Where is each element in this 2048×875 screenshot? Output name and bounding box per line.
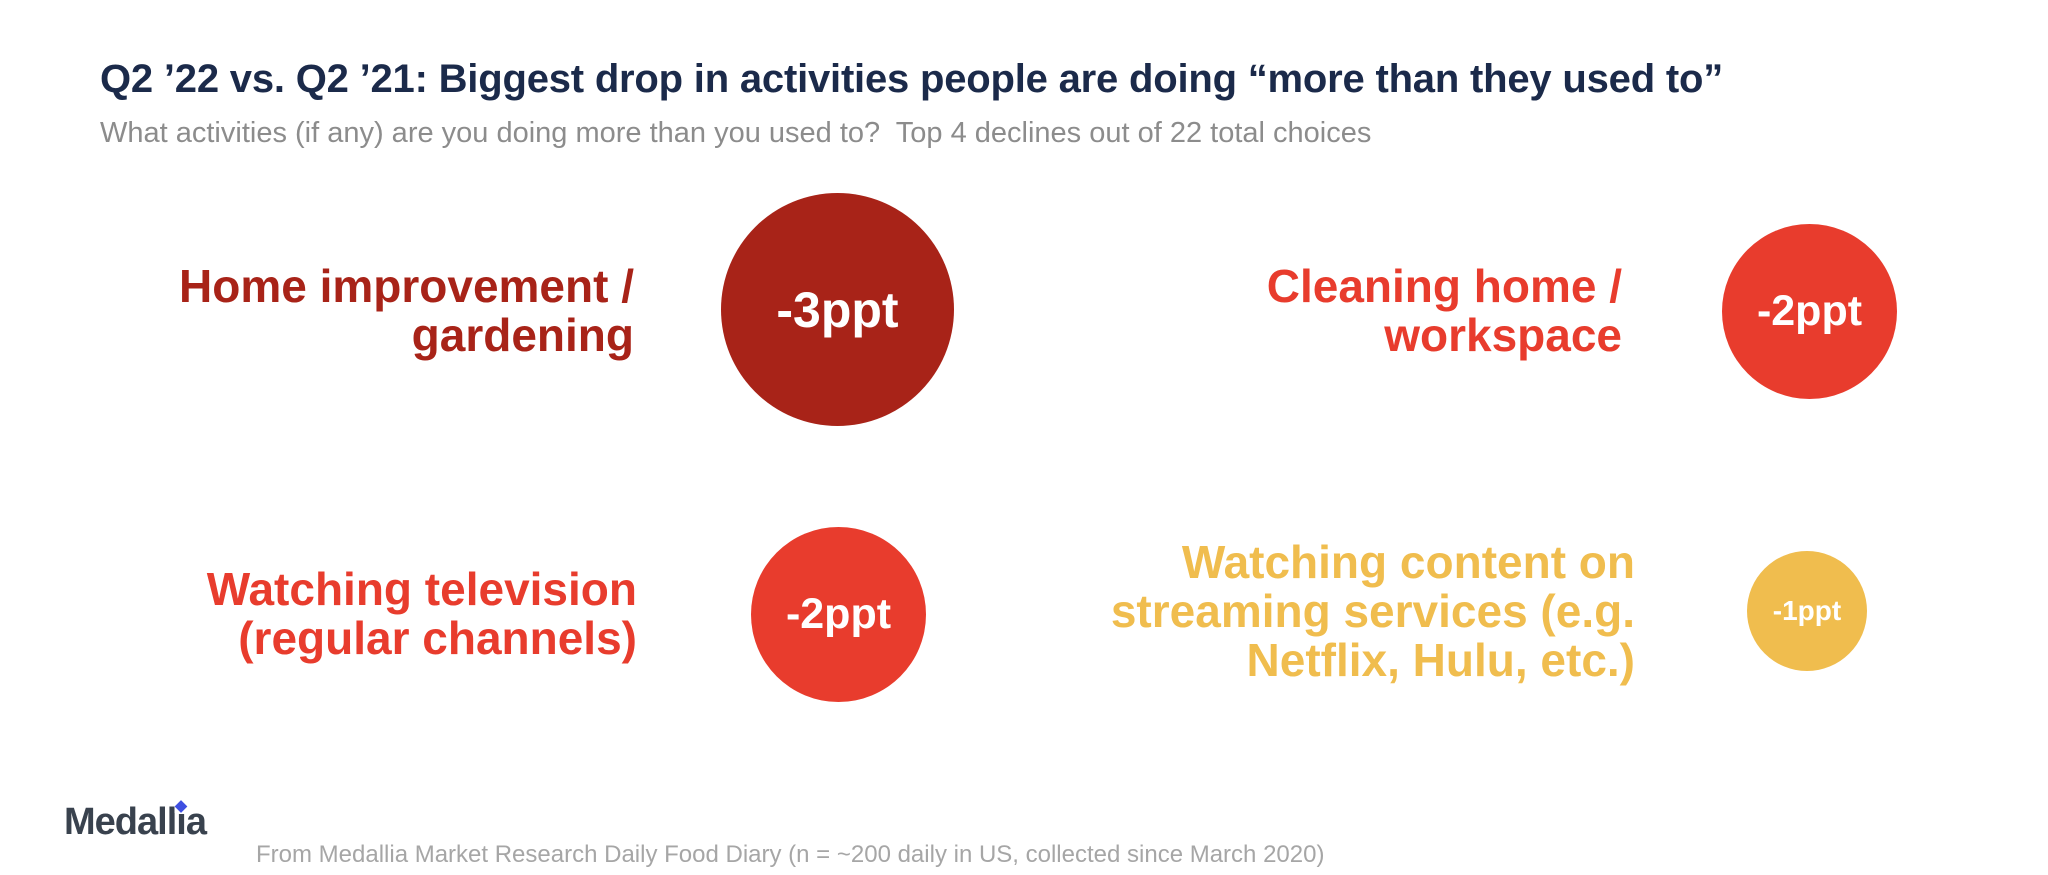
activity-label: Cleaning home / workspace <box>1082 262 1622 360</box>
value-label: -2ppt <box>785 590 892 638</box>
source-note: From Medallia Market Research Daily Food… <box>256 841 1325 868</box>
activity-label-line: (regular channels) <box>238 612 637 664</box>
activity-label-line: Cleaning home / <box>1266 260 1622 312</box>
value-bubble: -2ppt <box>1722 224 1897 399</box>
page-subtitle: What activities (if any) are you doing m… <box>100 117 1372 149</box>
medallia-logo-text-right: a <box>185 801 207 843</box>
value-bubble: -2ppt <box>751 527 926 702</box>
activity-label-line: streaming services (e.g. <box>1110 585 1635 637</box>
activity-label-line: Watching television <box>206 563 637 615</box>
activity-label-line: Netflix, Hulu, etc.) <box>1246 634 1635 686</box>
logo-diamond-dot-icon: i <box>176 801 187 843</box>
activity-label-line: Home improvement / <box>179 260 634 312</box>
activity-label-line: gardening <box>411 309 634 361</box>
medallia-logo-text-left: Medall <box>64 801 177 843</box>
activity-label: Home improvement / gardening <box>100 262 634 360</box>
activity-label: Watching content on streaming services (… <box>1070 538 1635 685</box>
value-label: -1ppt <box>1772 595 1842 626</box>
activity-label-line: Watching content on <box>1181 536 1635 588</box>
page-title: Q2 ’22 vs. Q2 ’21: Biggest drop in activ… <box>100 56 1723 101</box>
value-label: -2ppt <box>1756 287 1863 335</box>
value-bubble: -3ppt <box>721 193 954 426</box>
medallia-logo: Medallia <box>64 801 207 843</box>
activity-label: Watching television (regular channels) <box>100 565 637 663</box>
value-bubble: -1ppt <box>1747 551 1867 671</box>
activity-label-line: workspace <box>1384 309 1622 361</box>
value-label: -3ppt <box>776 281 899 338</box>
